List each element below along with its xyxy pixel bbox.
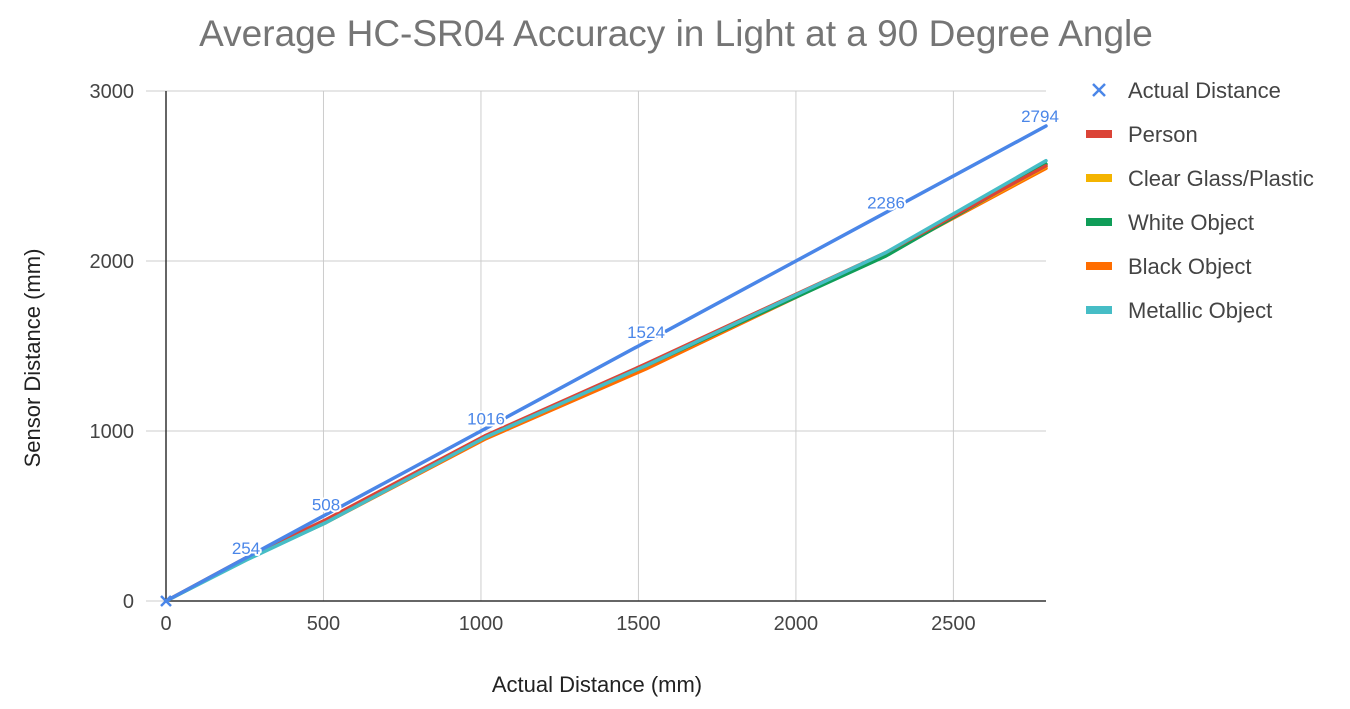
x-tick-label: 1000 xyxy=(459,613,504,635)
legend-swatch xyxy=(1086,218,1112,226)
x-tick-label: 0 xyxy=(160,613,171,635)
x-tick-label: 1500 xyxy=(616,613,661,635)
legend-label: Black Object xyxy=(1128,254,1252,279)
legend-label: Person xyxy=(1128,122,1198,147)
legend-item: Metallic Object xyxy=(1086,298,1272,323)
legend: Actual Distance Person Clear Glass/Plastic… xyxy=(1086,78,1314,323)
grid xyxy=(146,90,1046,602)
data-label: 1524 xyxy=(627,323,665,342)
data-label: 254 xyxy=(232,539,260,558)
legend-item: Person xyxy=(1086,122,1198,147)
legend-label: White Object xyxy=(1128,210,1254,235)
x-axis-title: Actual Distance (mm) xyxy=(492,672,702,697)
y-tick-label: 0 xyxy=(123,591,134,613)
x-tick-label: 2000 xyxy=(774,613,819,635)
x-tick-label: 500 xyxy=(307,613,340,635)
series-lines xyxy=(160,124,1048,607)
y-tick-label: 3000 xyxy=(90,81,135,103)
legend-item: Clear Glass/Plastic xyxy=(1086,166,1314,191)
actual-distance-marker xyxy=(160,595,172,607)
legend-item: Black Object xyxy=(1086,254,1252,279)
data-labels: 254 508 1016 1524 2286 2794 xyxy=(230,105,1061,560)
legend-label: Metallic Object xyxy=(1128,298,1272,323)
legend-label: Actual Distance xyxy=(1128,78,1281,103)
data-label: 1016 xyxy=(467,409,505,428)
legend-item: White Object xyxy=(1086,210,1254,235)
series-line-metallic-object xyxy=(164,158,1048,603)
y-tick-label: 2000 xyxy=(90,251,135,273)
x-tick-label: 2500 xyxy=(931,613,976,635)
y-tick-label: 1000 xyxy=(90,421,135,443)
legend-swatch xyxy=(1086,130,1112,138)
axes: 0 1000 2000 3000 0 500 1000 1500 2000 2500 xyxy=(90,81,1046,635)
series-line-actual-distance xyxy=(164,124,1048,603)
legend-swatch xyxy=(1086,174,1112,182)
data-label: 2794 xyxy=(1021,107,1059,126)
legend-item: Actual Distance xyxy=(1092,78,1281,103)
chart-title: Average HC-SR04 Accuracy in Light at a 9… xyxy=(199,13,1153,54)
data-label: 2286 xyxy=(867,193,905,212)
legend-swatch xyxy=(1086,262,1112,270)
y-axis-title: Sensor Distance (mm) xyxy=(20,249,45,468)
legend-swatch xyxy=(1086,306,1112,314)
legend-label: Clear Glass/Plastic xyxy=(1128,166,1314,191)
legend-marker-x-icon xyxy=(1092,83,1106,97)
data-label: 508 xyxy=(312,496,340,515)
